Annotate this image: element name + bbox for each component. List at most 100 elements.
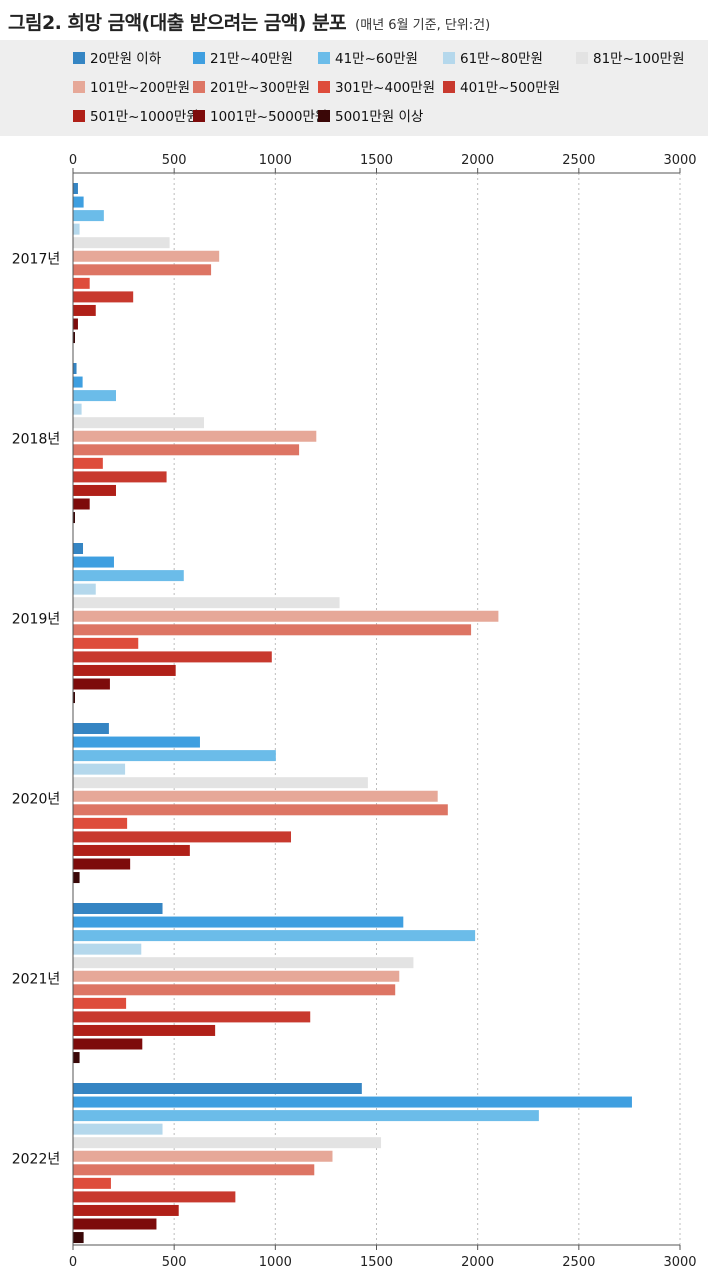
bar <box>73 678 110 690</box>
bar <box>73 417 205 429</box>
bar <box>73 664 176 676</box>
bar <box>73 444 300 456</box>
bar <box>73 318 78 330</box>
x-tick-label-top: 0 <box>69 153 77 168</box>
bar <box>73 583 96 595</box>
x-tick-label-bottom: 2500 <box>562 1255 595 1270</box>
bar <box>73 831 292 843</box>
bar <box>73 777 368 789</box>
x-tick-label-bottom: 2000 <box>461 1255 494 1270</box>
bar <box>73 430 317 442</box>
bar <box>73 1052 80 1064</box>
bar <box>73 970 400 982</box>
bar <box>73 790 438 802</box>
legend-label: 101만~200만원 <box>90 80 190 96</box>
legend-item: 101만~200만원 <box>73 80 190 96</box>
bar <box>73 1083 362 1094</box>
bar <box>73 498 90 510</box>
bar <box>73 624 472 636</box>
bar <box>73 872 80 884</box>
legend-item: 201만~300만원 <box>193 80 310 96</box>
legend-swatch <box>576 52 588 64</box>
bar <box>73 556 114 568</box>
bar <box>73 930 476 942</box>
chart-legend: 20만원 이하 21만~40만원 41만~60만원 61만~80만원 81만~100만원… <box>0 40 708 136</box>
legend-label: 21만~40만원 <box>210 51 293 67</box>
y-category-label: 2022년 <box>12 1151 61 1167</box>
bar <box>73 858 131 870</box>
bar <box>73 692 75 704</box>
bar <box>73 943 142 955</box>
bar <box>73 597 340 609</box>
bar <box>73 1024 216 1036</box>
bar <box>73 804 448 816</box>
y-category-label: 2017년 <box>12 251 61 267</box>
legend-item: 20만원 이하 <box>73 51 162 67</box>
bar <box>73 304 96 316</box>
legend-item: 1001만~5000만원 <box>193 109 327 125</box>
bar <box>73 957 414 969</box>
bar-group <box>73 1083 632 1244</box>
legend-swatch <box>193 52 205 64</box>
bar <box>73 1096 632 1108</box>
bar <box>73 376 83 388</box>
bar <box>73 1191 236 1203</box>
bar <box>73 210 104 222</box>
bar <box>73 750 276 762</box>
legend-swatch <box>318 81 330 93</box>
x-tick-label-top: 1000 <box>259 153 292 168</box>
bar <box>73 903 163 914</box>
x-tick-label-top: 3000 <box>663 153 696 168</box>
bar <box>73 637 139 649</box>
bar <box>73 1038 143 1050</box>
legend-item: 401만~500만원 <box>443 80 560 96</box>
bar-group <box>73 543 499 704</box>
bar <box>73 651 272 663</box>
bar <box>73 610 499 622</box>
bar <box>73 916 404 928</box>
bar-group <box>73 903 476 1064</box>
y-category-label: 2018년 <box>12 431 61 447</box>
legend-item: 5001만원 이상 <box>318 109 423 125</box>
legend-swatch <box>73 52 85 64</box>
bar <box>73 844 190 856</box>
bar-chart: 0 0 500 500 1000 1000 1500 1500 2000 2000 2500 2500… <box>12 153 697 1270</box>
bar-group <box>73 723 448 884</box>
chart-title: 그림2. 희망 금액(대출 받으려는 금액) 분포 (매년 6월 기준, 단위:… <box>8 8 490 36</box>
legend-item: 61만~80만원 <box>443 51 543 67</box>
legend-swatch <box>318 110 330 122</box>
legend-swatch <box>73 81 85 93</box>
x-tick-label-top: 1500 <box>360 153 393 168</box>
bar <box>73 471 167 483</box>
legend-item: 21만~40만원 <box>193 51 293 67</box>
bar <box>73 817 128 829</box>
bar <box>73 277 90 289</box>
bar <box>73 984 396 996</box>
chart-title-unit: (매년 6월 기준, 단위:건) <box>355 18 491 33</box>
bar <box>73 291 134 303</box>
legend-item: 301만~400만원 <box>318 80 435 96</box>
bar <box>73 1232 84 1244</box>
bar <box>73 403 82 415</box>
legend-label: 5001만원 이상 <box>335 109 423 125</box>
legend-label: 401만~500만원 <box>460 80 560 96</box>
x-tick-label-top: 2000 <box>461 153 494 168</box>
y-category-label: 2019년 <box>12 611 61 627</box>
legend-item: 501만~1000만원 <box>73 109 199 125</box>
x-tick-label-top: 500 <box>162 153 187 168</box>
legend-label: 20만원 이하 <box>90 51 162 67</box>
x-tick-label-bottom: 1500 <box>360 1255 393 1270</box>
bar <box>73 1123 163 1135</box>
x-tick-label-bottom: 0 <box>69 1255 77 1270</box>
bar-group <box>73 363 317 524</box>
legend-label: 501만~1000만원 <box>90 109 199 125</box>
x-tick-label-bottom: 3000 <box>663 1255 696 1270</box>
bar <box>73 1011 311 1023</box>
chart-title-main: 그림2. 희망 금액(대출 받으려는 금액) 분포 <box>8 12 347 34</box>
legend-label: 201만~300만원 <box>210 80 310 96</box>
legend-label: 61만~80만원 <box>460 51 543 67</box>
bar <box>73 997 127 1009</box>
legend-swatch <box>73 110 85 122</box>
legend-label: 1001만~5000만원 <box>210 109 327 125</box>
bar <box>73 543 84 554</box>
